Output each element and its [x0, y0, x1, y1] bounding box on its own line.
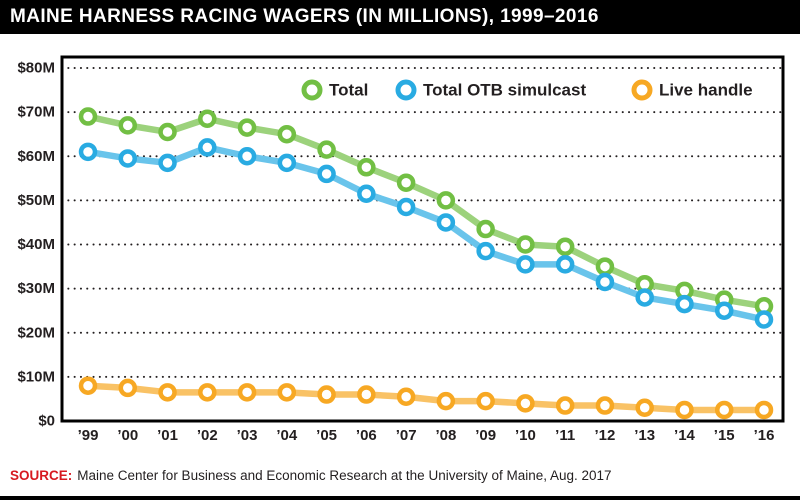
- marker-total: [118, 116, 138, 135]
- y-tick-label: $10M: [17, 368, 55, 385]
- marker-total: [277, 124, 297, 144]
- marker-total-otb-simulcast: [396, 197, 416, 217]
- chart-title: MAINE HARNESS RACING WAGERS (IN MILLIONS…: [10, 6, 599, 27]
- x-tick-label: ’15: [714, 427, 735, 444]
- marker-total: [237, 118, 257, 137]
- marker-total-otb-simulcast: [277, 153, 297, 173]
- source-text: Maine Center for Business and Economic R…: [77, 467, 612, 483]
- legend-label-live-handle: Live handle: [659, 81, 753, 100]
- marker-total-otb-simulcast: [198, 138, 217, 157]
- y-tick-label: $0: [38, 413, 55, 430]
- legend-marker-total: [301, 79, 323, 101]
- y-tick-label: $80M: [17, 60, 55, 77]
- y-tick-label: $70M: [17, 104, 55, 121]
- x-tick-label: ’07: [396, 427, 417, 444]
- marker-live-handle: [198, 383, 217, 402]
- marker-total-otb-simulcast: [357, 184, 376, 204]
- marker-total-otb-simulcast: [158, 153, 177, 173]
- marker-total-otb-simulcast: [436, 213, 456, 232]
- source-label: SOURCE:: [10, 467, 73, 483]
- marker-live-handle: [476, 391, 495, 411]
- marker-total: [357, 158, 376, 177]
- marker-live-handle: [635, 398, 654, 418]
- legend-marker-total-otb-simulcast: [395, 79, 417, 101]
- marker-total: [436, 191, 456, 210]
- x-tick-label: ’16: [754, 427, 775, 444]
- x-tick-label: ’13: [634, 427, 655, 444]
- y-tick-label: $30M: [17, 280, 55, 297]
- x-tick-label: ’14: [674, 427, 696, 444]
- marker-live-handle: [277, 383, 297, 402]
- marker-live-handle: [516, 394, 535, 413]
- series-line-live-handle: [84, 382, 768, 414]
- x-tick-label: ’09: [475, 427, 496, 444]
- x-tick-label: ’02: [197, 427, 218, 444]
- marker-total: [317, 140, 336, 159]
- marker-total: [516, 235, 535, 254]
- marker-live-handle: [436, 391, 456, 411]
- marker-total: [158, 122, 177, 142]
- marker-total-otb-simulcast: [516, 255, 535, 274]
- marker-live-handle: [595, 396, 615, 415]
- x-tick-label: ’06: [356, 427, 377, 444]
- marker-live-handle: [237, 383, 257, 402]
- marker-total-otb-simulcast: [635, 288, 654, 307]
- marker-total-otb-simulcast: [595, 272, 615, 292]
- wagers-line-chart: $0 $10M $20M $30M $40M $50M $60M $70M $80M ’99 ’00…: [17, 55, 785, 444]
- series-line-total-otb-simulcast: [84, 144, 768, 323]
- marker-live-handle: [396, 387, 416, 406]
- marker-live-handle: [754, 400, 774, 420]
- source-line: SOURCE: Maine Center for Business and Ec…: [0, 454, 800, 496]
- x-tick-label: ’99: [78, 427, 99, 444]
- y-tick-label: $20M: [17, 324, 55, 341]
- marker-total: [78, 107, 98, 126]
- marker-total-otb-simulcast: [317, 164, 336, 184]
- marker-total: [198, 109, 217, 128]
- marker-total: [595, 257, 615, 276]
- bottom-rule: [0, 496, 800, 500]
- marker-total-otb-simulcast: [675, 294, 694, 314]
- legend-label-total: Total: [329, 81, 368, 100]
- y-tick-label: $60M: [17, 148, 55, 165]
- marker-total: [555, 237, 575, 256]
- marker-total-otb-simulcast: [237, 147, 257, 166]
- legend-label-total-otb-simulcast: Total OTB simulcast: [423, 81, 586, 100]
- x-tick-label: ’10: [515, 427, 536, 444]
- chart-area: $0 $10M $20M $30M $40M $50M $60M $70M $80M ’99 ’00…: [0, 34, 800, 454]
- marker-live-handle: [158, 383, 177, 402]
- x-tick-label: ’05: [316, 427, 337, 444]
- legend-marker-live-handle: [631, 79, 653, 101]
- x-tick-label: ’08: [435, 427, 456, 444]
- marker-live-handle: [317, 385, 336, 404]
- marker-total-otb-simulcast: [118, 149, 138, 168]
- marker-total-otb-simulcast: [714, 301, 734, 320]
- x-tick-label: ’11: [555, 427, 575, 444]
- marker-total: [476, 219, 495, 239]
- marker-live-handle: [714, 400, 734, 420]
- marker-total-otb-simulcast: [555, 255, 575, 274]
- y-tick-label: $40M: [17, 236, 55, 253]
- x-tick-label: ’00: [117, 427, 138, 444]
- marker-total-otb-simulcast: [754, 310, 774, 329]
- marker-live-handle: [78, 376, 98, 395]
- x-tick-label: ’03: [237, 427, 258, 444]
- x-tick-label: ’12: [595, 427, 616, 444]
- marker-live-handle: [118, 378, 138, 398]
- x-tick-label: ’01: [157, 427, 178, 444]
- title-bar: MAINE HARNESS RACING WAGERS (IN MILLIONS…: [0, 0, 800, 34]
- marker-live-handle: [675, 400, 694, 420]
- marker-live-handle: [555, 396, 575, 415]
- x-tick-label: ’04: [276, 427, 298, 444]
- marker-total-otb-simulcast: [78, 142, 98, 162]
- y-tick-label: $50M: [17, 192, 55, 209]
- marker-live-handle: [357, 385, 376, 404]
- marker-total: [396, 173, 416, 192]
- marker-total-otb-simulcast: [476, 241, 495, 261]
- plot-border: [60, 55, 785, 423]
